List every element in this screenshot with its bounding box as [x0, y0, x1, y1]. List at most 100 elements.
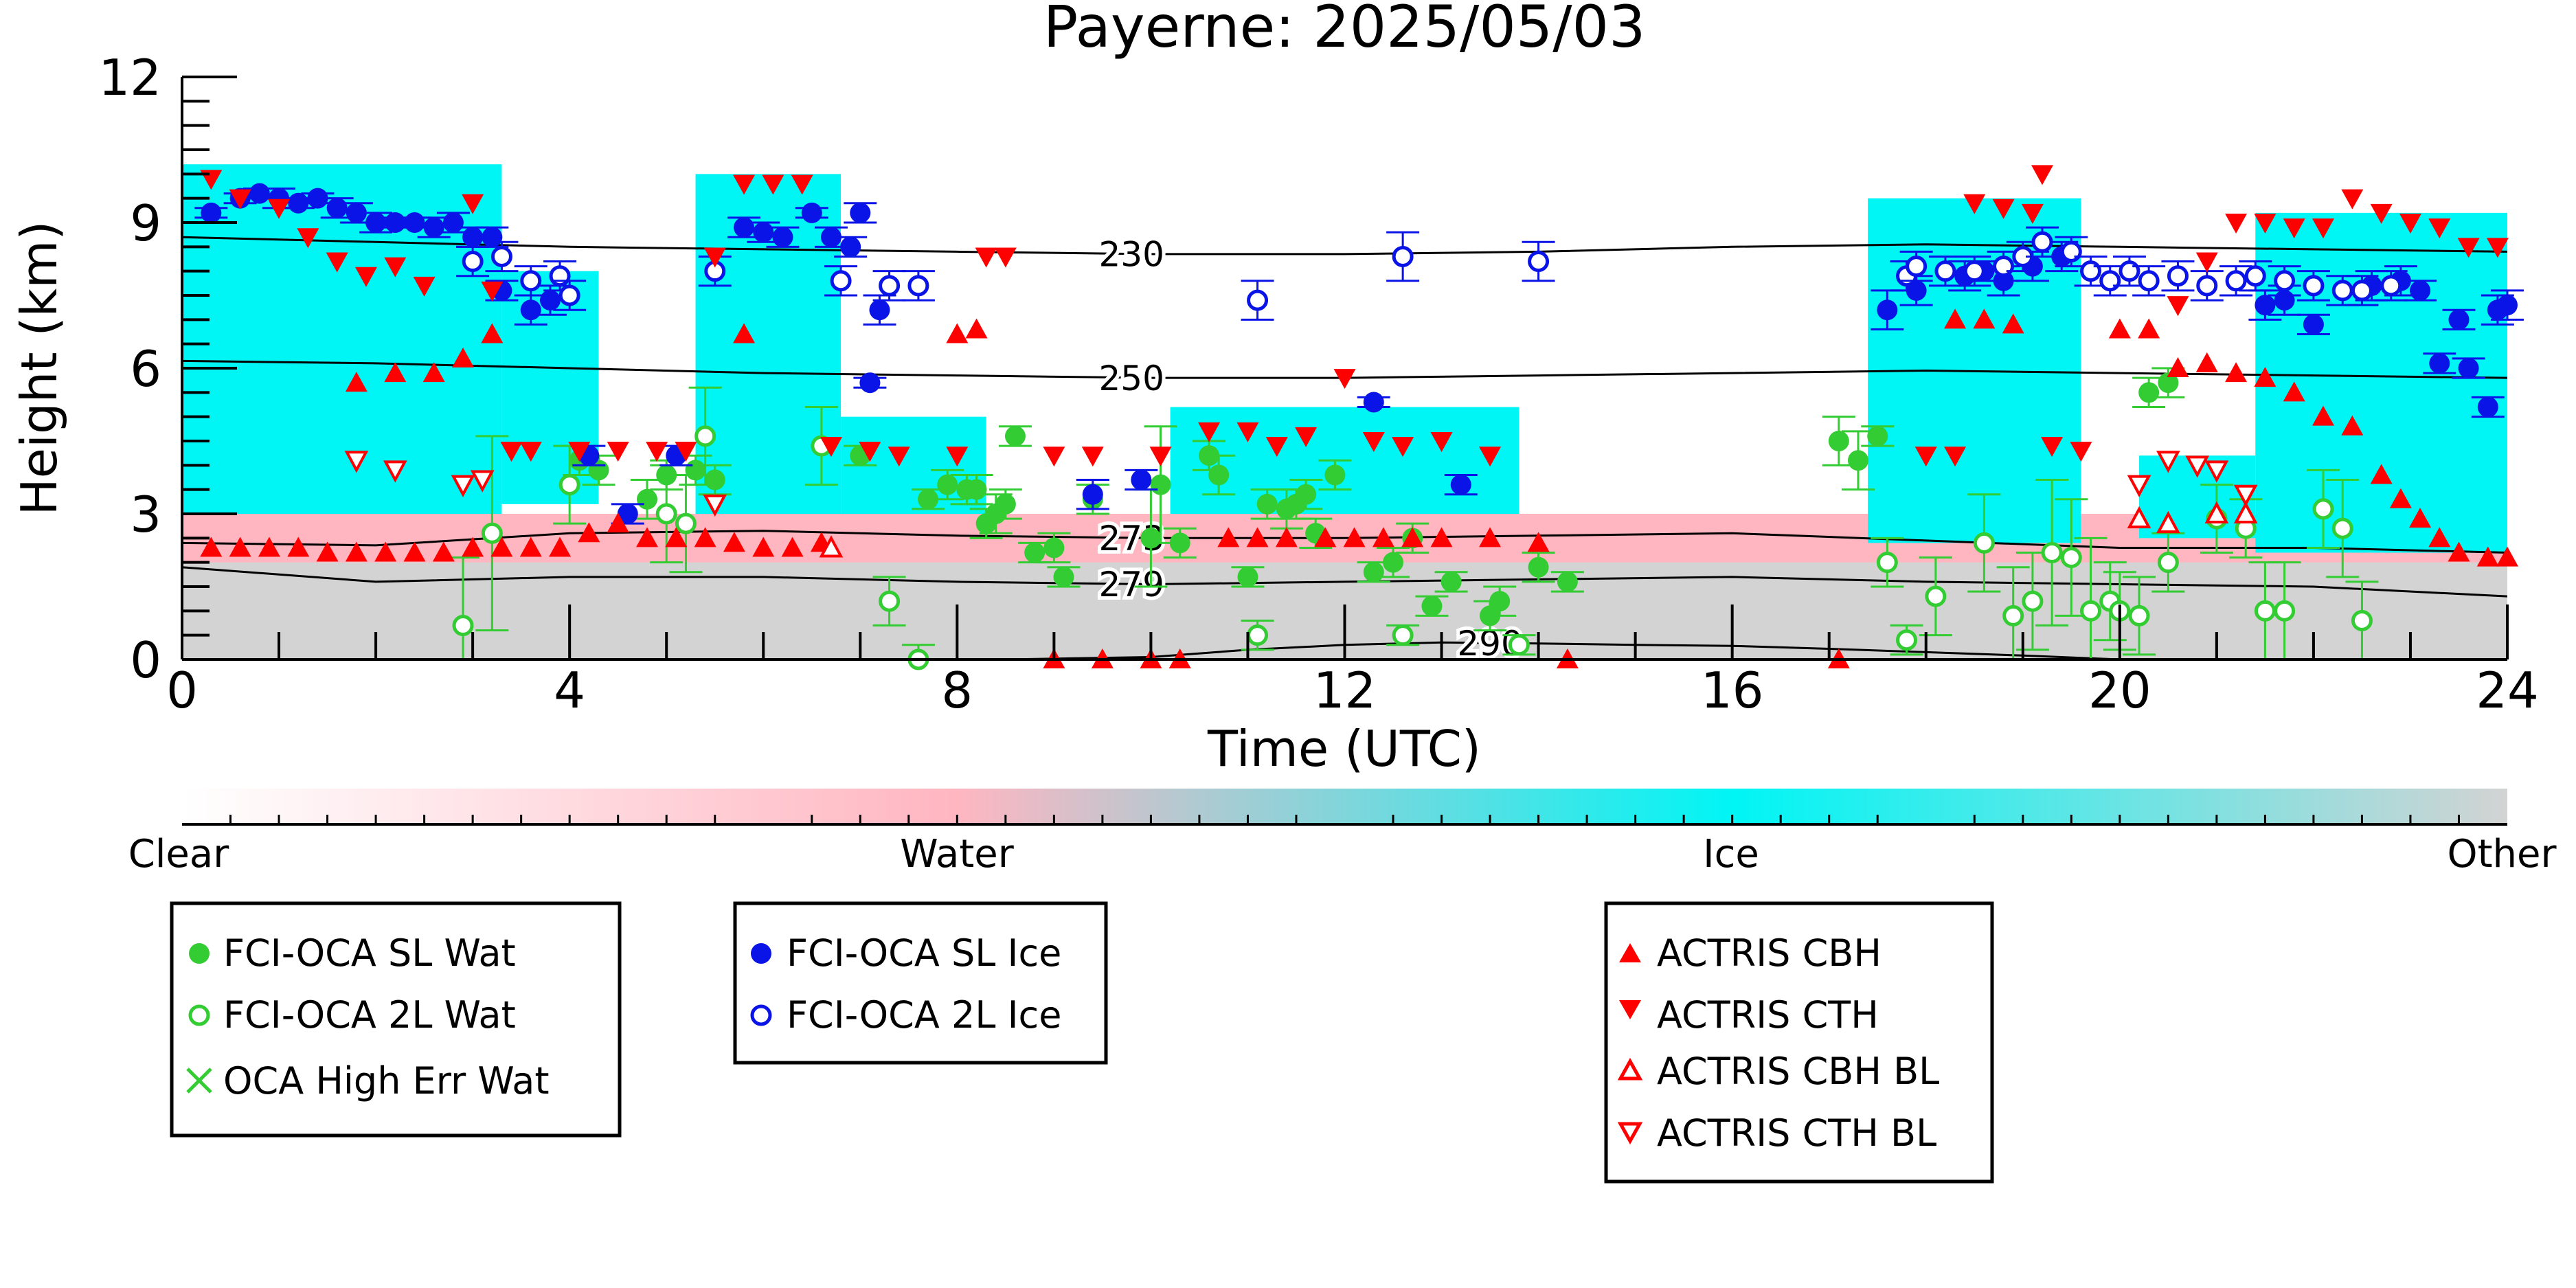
data-point [365, 212, 387, 233]
data-point [462, 251, 484, 273]
legend-sl-ice-marker [751, 943, 771, 964]
data-point [1557, 571, 1578, 592]
data-point [2380, 275, 2402, 297]
data-point [2138, 382, 2160, 403]
data-point [1973, 532, 1995, 554]
data-point [1043, 537, 1065, 558]
data-point [888, 447, 910, 467]
data-point [1896, 629, 1918, 651]
data-point [288, 192, 309, 214]
legend-cbh-label: ACTRIS CBH [1657, 931, 1882, 975]
data-point [1295, 427, 1318, 447]
data-point [946, 447, 969, 467]
data-point [2158, 372, 2179, 394]
data-point [2108, 318, 2131, 339]
data-point [249, 183, 270, 204]
data-point [975, 247, 997, 268]
data-point [2429, 352, 2450, 374]
data-point [2428, 218, 2451, 239]
data-point [2399, 214, 2421, 234]
data-point [462, 194, 484, 214]
legend-cbh-bl-label: ACTRIS CBH BL [1657, 1050, 1939, 1093]
series-fci-oca-2l-ice [456, 226, 2408, 321]
y-tick-label: 9 [130, 194, 161, 252]
data-point [2002, 605, 2024, 626]
data-point [2002, 313, 2024, 334]
legend-cbh-marker [1619, 943, 1641, 962]
data-point [703, 494, 727, 517]
data-point [1527, 532, 1550, 552]
data-point [229, 536, 251, 557]
data-point [1430, 432, 1453, 452]
series-actris-cbh-bl [819, 501, 2258, 558]
data-point [1934, 260, 1956, 282]
data-point [819, 535, 844, 558]
data-point [1149, 447, 1172, 467]
data-point [2195, 252, 2218, 273]
data-point [422, 362, 445, 383]
data-point [200, 536, 223, 557]
data-point [1043, 447, 1065, 467]
legend-sl-wat-marker [189, 943, 210, 964]
data-point [229, 189, 251, 210]
data-point [2128, 605, 2150, 626]
data-point [2225, 214, 2248, 234]
data-point [2041, 542, 2063, 564]
data-point [2312, 405, 2335, 426]
data-point [1973, 308, 1996, 329]
data-point [820, 437, 842, 457]
data-point [2312, 218, 2335, 239]
data-point [2341, 415, 2364, 436]
data-point [383, 460, 407, 483]
data-point [1324, 464, 1346, 486]
data-point [907, 275, 929, 297]
y-tick-label: 0 [130, 631, 161, 689]
data-point [1401, 527, 1424, 547]
data-point [2021, 203, 2044, 224]
data-point [1963, 260, 1985, 282]
data-point [307, 188, 328, 209]
data-point [2409, 508, 2432, 528]
data-point [2370, 464, 2393, 484]
data-point [1392, 624, 1414, 646]
data-point [665, 527, 688, 547]
data-point [2457, 238, 2480, 258]
data-point [490, 245, 512, 267]
data-point [918, 488, 939, 510]
data-point [840, 236, 861, 258]
colorbar-ticks [229, 815, 2460, 824]
data-point [1024, 542, 1046, 563]
data-point [2196, 275, 2218, 297]
data-point [2099, 270, 2121, 292]
data-point [2486, 238, 2509, 258]
data-point [946, 323, 969, 343]
legend-2l-ice-marker [750, 1004, 772, 1026]
colorbar: Clear Water Ice Other [128, 789, 2557, 877]
x-axis-label: Time (UTC) [1207, 720, 1481, 778]
data-point [2060, 547, 2082, 569]
data-point [374, 541, 397, 562]
data-point [326, 197, 348, 218]
data-point [859, 372, 881, 394]
data-point [2080, 600, 2102, 622]
data-point [820, 227, 841, 248]
data-point [994, 247, 1017, 268]
data-point [1963, 194, 1986, 214]
data-point [1450, 474, 1471, 495]
data-point [2233, 501, 2258, 523]
data-point [2476, 546, 2499, 567]
data-point [2303, 314, 2324, 335]
legend-high-err-wat-label: OCA High Err Wat [223, 1059, 550, 1103]
data-point [404, 212, 425, 233]
data-point [354, 267, 377, 287]
data-point [2233, 484, 2258, 507]
y-tick-label: 3 [130, 486, 161, 543]
data-point [1440, 571, 1462, 592]
data-point [1150, 474, 1171, 495]
data-point [2448, 541, 2470, 562]
data-point [1053, 566, 1074, 587]
data-point [2127, 475, 2151, 497]
data-point [2283, 381, 2305, 402]
data-point [344, 451, 369, 473]
data-point [2167, 296, 2189, 317]
